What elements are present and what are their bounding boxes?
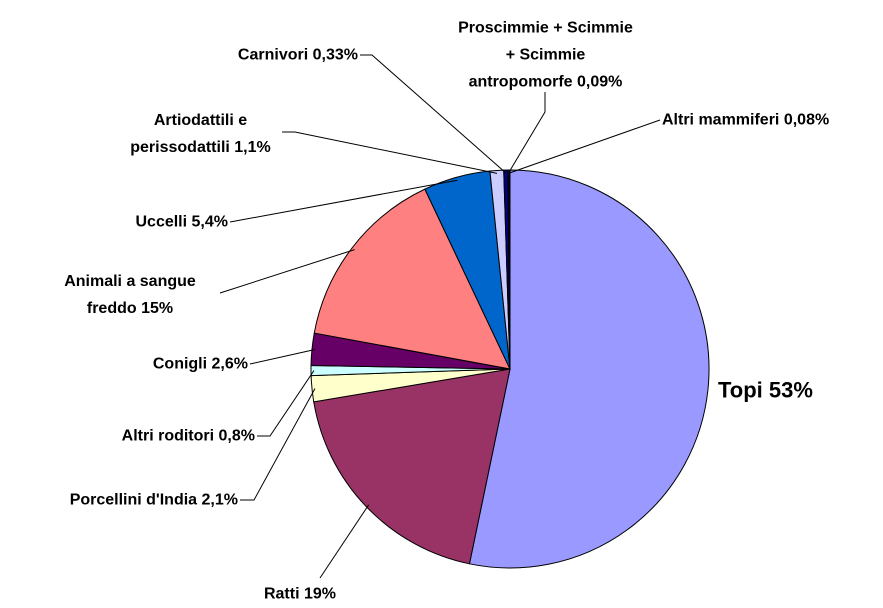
pie-slice: [468, 169, 710, 569]
category-name: Altri mammiferi: [662, 111, 780, 129]
value-label: 53%: [768, 377, 813, 403]
leader-line: [229, 179, 458, 223]
pie-slice: [313, 368, 511, 565]
leader-line: [319, 504, 370, 579]
leader-line: [508, 92, 546, 174]
leader-line: [249, 349, 316, 365]
value-label: 0,08%: [783, 111, 830, 129]
category-name: Artiodattili e perissodattili: [130, 112, 248, 156]
value-label: 2,6%: [211, 355, 248, 373]
leader-line: [240, 388, 316, 501]
value-label: 5,4%: [191, 213, 228, 231]
slice-label: Uccelli 5,4%: [60, 209, 228, 236]
slice-label: Porcellini d'India 2,1%: [0, 487, 238, 514]
slice-label: Conigli 2,6%: [80, 351, 248, 378]
slice-label: Proscimmie + Scimmie + Scimmie antropomo…: [458, 15, 633, 96]
slice-label: Ratti 19%: [240, 581, 360, 608]
category-name: Conigli: [152, 355, 208, 373]
value-label: 0,33%: [312, 46, 358, 64]
value-label: 1,1%: [234, 139, 271, 156]
value-label: 19%: [303, 585, 337, 603]
value-label: 0,8%: [218, 427, 255, 445]
value-label: 2,1%: [201, 491, 238, 509]
category-name: Porcellini d'India: [69, 491, 198, 509]
leader-line: [257, 370, 315, 437]
slice-label: Artiodattili e perissodattili 1,1%: [118, 107, 283, 161]
slice-label: Carnivori 0,33%: [150, 42, 358, 69]
category-name: Carnivori: [237, 46, 309, 64]
leader-line: [509, 119, 661, 174]
category-name: Altri roditori: [121, 427, 215, 445]
value-label: 0,09%: [577, 73, 623, 91]
category-name: Ratti: [263, 585, 300, 603]
category-name: Uccelli: [135, 213, 188, 231]
slice-label: Altri mammiferi 0,08%: [662, 107, 882, 134]
slice-label: Topi 53%: [718, 377, 878, 404]
pie-slice: [508, 169, 511, 370]
value-label: 15%: [141, 300, 174, 317]
pie-slice: [313, 188, 511, 370]
slice-label: Animali a sangue freddo 15%: [45, 268, 215, 322]
leader-line: [360, 54, 507, 174]
leader-line: [219, 249, 355, 294]
category-name: Proscimmie + Scimmie + Scimmie antropomo…: [458, 19, 633, 91]
leader-line: [282, 131, 498, 174]
slice-label: Altri roditori 0,8%: [40, 423, 255, 450]
category-name: Animali a sangue freddo: [64, 273, 196, 317]
category-name: Topi: [718, 377, 763, 403]
